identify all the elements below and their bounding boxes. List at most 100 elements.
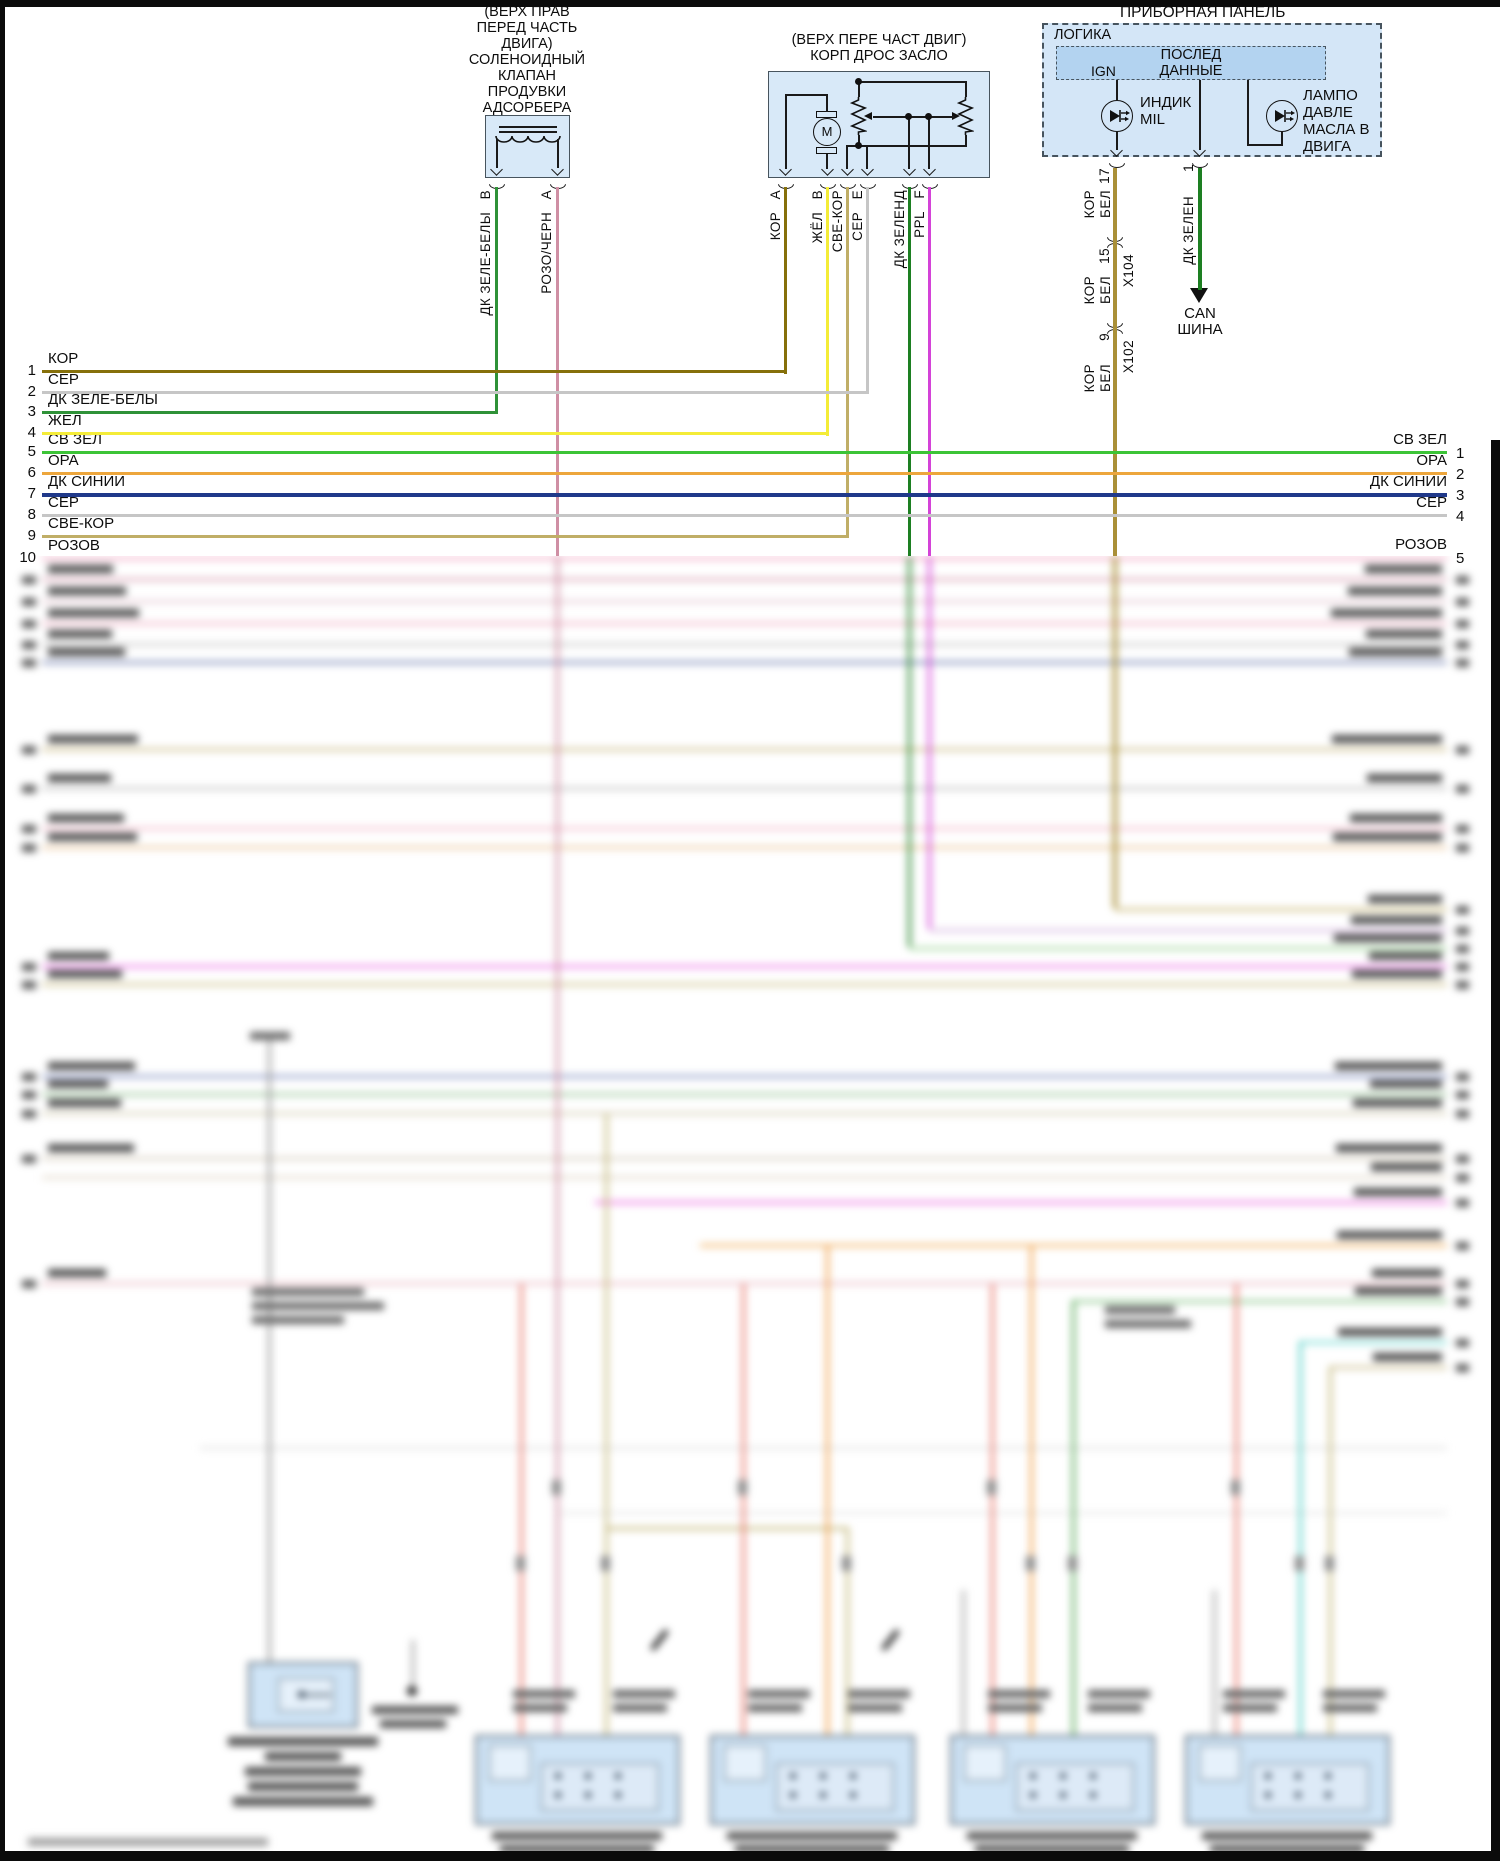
exit-arrow-icon bbox=[861, 163, 874, 176]
page-border-left bbox=[0, 0, 5, 1861]
blur-label-blob bbox=[1355, 1287, 1442, 1295]
blur-inner-dot bbox=[820, 1792, 826, 1798]
blur-caption-blob bbox=[1223, 1690, 1285, 1698]
blur-number-blob bbox=[1456, 1298, 1469, 1306]
blur-row-wire bbox=[42, 965, 1447, 969]
exit-arrow-icon bbox=[841, 163, 854, 176]
blur-number-blob bbox=[1456, 1110, 1469, 1118]
blur-label-blob bbox=[1335, 1062, 1442, 1070]
bus-row-label-right: ДК СИНИЙ bbox=[1369, 473, 1447, 490]
blur-wire-vertical bbox=[1030, 1246, 1034, 1735]
circuit-line bbox=[965, 135, 967, 146]
page-border-right bbox=[1491, 440, 1500, 1861]
exit-arrow-icon bbox=[923, 163, 936, 176]
blur-wire-vertical bbox=[1213, 1590, 1217, 1735]
blur-label-blob bbox=[1338, 1328, 1442, 1336]
solenoid-name-line: КЛАПАН bbox=[497, 68, 557, 84]
blur-component-inner bbox=[541, 1763, 659, 1811]
wire-vertical bbox=[1198, 168, 1202, 290]
circuit-line bbox=[499, 131, 557, 133]
circuit-line bbox=[858, 135, 860, 146]
blur-number-blob bbox=[1456, 1280, 1469, 1288]
circuit-line bbox=[858, 81, 967, 83]
circuit-line bbox=[785, 95, 787, 169]
blur-wire-vertical bbox=[1072, 1300, 1076, 1735]
exit-arrow-icon bbox=[551, 163, 564, 176]
blur-inner-dot bbox=[1325, 1792, 1331, 1798]
blur-number-blob bbox=[22, 746, 36, 754]
solenoid-valve-component bbox=[485, 115, 570, 178]
blur-number-blob bbox=[22, 1155, 36, 1163]
blur-number-blob bbox=[22, 620, 36, 628]
blur-label-blob bbox=[48, 814, 124, 822]
blur-label-blob bbox=[1351, 916, 1442, 924]
blur-number-blob bbox=[1456, 1242, 1469, 1250]
blur-label-blob bbox=[48, 1062, 135, 1070]
blur-wire-vertical bbox=[605, 1114, 609, 1735]
blur-splice-arrow bbox=[881, 1629, 900, 1651]
blur-row-wire bbox=[42, 787, 1447, 791]
bus-row-wire bbox=[42, 391, 868, 394]
blur-caption-blob bbox=[848, 1690, 910, 1698]
solenoid-name-line: СОЛЕНОИДНЫЙ bbox=[468, 52, 586, 68]
blur-connector-blob bbox=[842, 1556, 851, 1571]
blur-inner-dot bbox=[585, 1792, 591, 1798]
bus-row-number: 1 bbox=[27, 362, 36, 379]
exit-arrow-icon bbox=[821, 163, 834, 176]
blur-row-wire bbox=[42, 622, 1447, 626]
bus-row-number: 5 bbox=[27, 443, 36, 460]
circuit-line bbox=[1199, 80, 1201, 150]
blur-number-blob bbox=[1456, 981, 1469, 989]
blur-number-blob bbox=[1456, 576, 1469, 584]
blur-number-blob bbox=[1456, 1199, 1469, 1207]
blur-row-wire bbox=[1300, 1341, 1447, 1345]
blur-row-wire bbox=[910, 947, 1447, 951]
blur-number-blob bbox=[1456, 945, 1469, 953]
terminal-arc-icon bbox=[1192, 163, 1208, 168]
blur-label-blob bbox=[48, 648, 125, 656]
blur-row-wire bbox=[42, 983, 1447, 987]
blur-inner-dot bbox=[850, 1773, 856, 1779]
blur-label-blob bbox=[1372, 1269, 1442, 1277]
bus-row-label: РОЗОВ bbox=[48, 537, 100, 554]
blur-inner-line bbox=[305, 1694, 331, 1696]
wire-vertical bbox=[908, 187, 911, 556]
exit-arrow-icon bbox=[1110, 144, 1123, 157]
solenoid-name-line: ПРОДУВКИ bbox=[487, 84, 567, 100]
blur-label-blob bbox=[1373, 1353, 1442, 1361]
blur-caption-blob bbox=[1105, 1306, 1175, 1314]
blur-inner-dot bbox=[585, 1773, 591, 1779]
blur-row-wire bbox=[42, 827, 1447, 831]
blurred-content bbox=[0, 556, 1500, 1851]
blur-connector-blob bbox=[1068, 1556, 1077, 1571]
exit-arrow-icon bbox=[779, 163, 792, 176]
blur-number-blob bbox=[1456, 1091, 1469, 1099]
circuit-line bbox=[826, 94, 828, 112]
mil-label-2: MIL bbox=[1140, 111, 1166, 128]
blur-row-wire bbox=[1330, 1366, 1447, 1370]
oil-label-1: ЛАМПО bbox=[1303, 87, 1358, 104]
blur-wire-vertical bbox=[962, 1590, 966, 1735]
junction-dot bbox=[855, 142, 862, 149]
bus-row-label: СВ ЗЕЛ bbox=[48, 431, 102, 448]
blur-label-blob bbox=[48, 774, 111, 782]
serial-data-line: ДАННЫЕ bbox=[1159, 63, 1223, 79]
circuit-line bbox=[873, 116, 954, 118]
junction-dot bbox=[855, 78, 862, 85]
blur-wire-vertical bbox=[556, 556, 560, 1735]
blur-number-blob bbox=[22, 1091, 36, 1099]
blur-caption-blob bbox=[252, 1288, 364, 1296]
blur-caption-blob bbox=[1088, 1690, 1150, 1698]
blur-wire-vertical bbox=[268, 1040, 272, 1662]
blur-number-blob bbox=[1456, 963, 1469, 971]
blur-inner-dot bbox=[1090, 1773, 1096, 1779]
oil-label-2: ДАВЛЕ bbox=[1303, 104, 1353, 121]
blur-inner-dot bbox=[615, 1792, 621, 1798]
blur-connector-blob bbox=[601, 1556, 610, 1571]
blur-row-wire bbox=[42, 1176, 1447, 1180]
circuit-line bbox=[908, 117, 910, 169]
bus-row-label: СЕР bbox=[48, 494, 79, 511]
blur-row-wire bbox=[605, 1527, 848, 1531]
solenoid-location: (ВЕРХ ПРАВ ПЕРЕД ЧАСТЬ ДВИГА) СОЛЕНОИДНЫ… bbox=[430, 4, 624, 116]
